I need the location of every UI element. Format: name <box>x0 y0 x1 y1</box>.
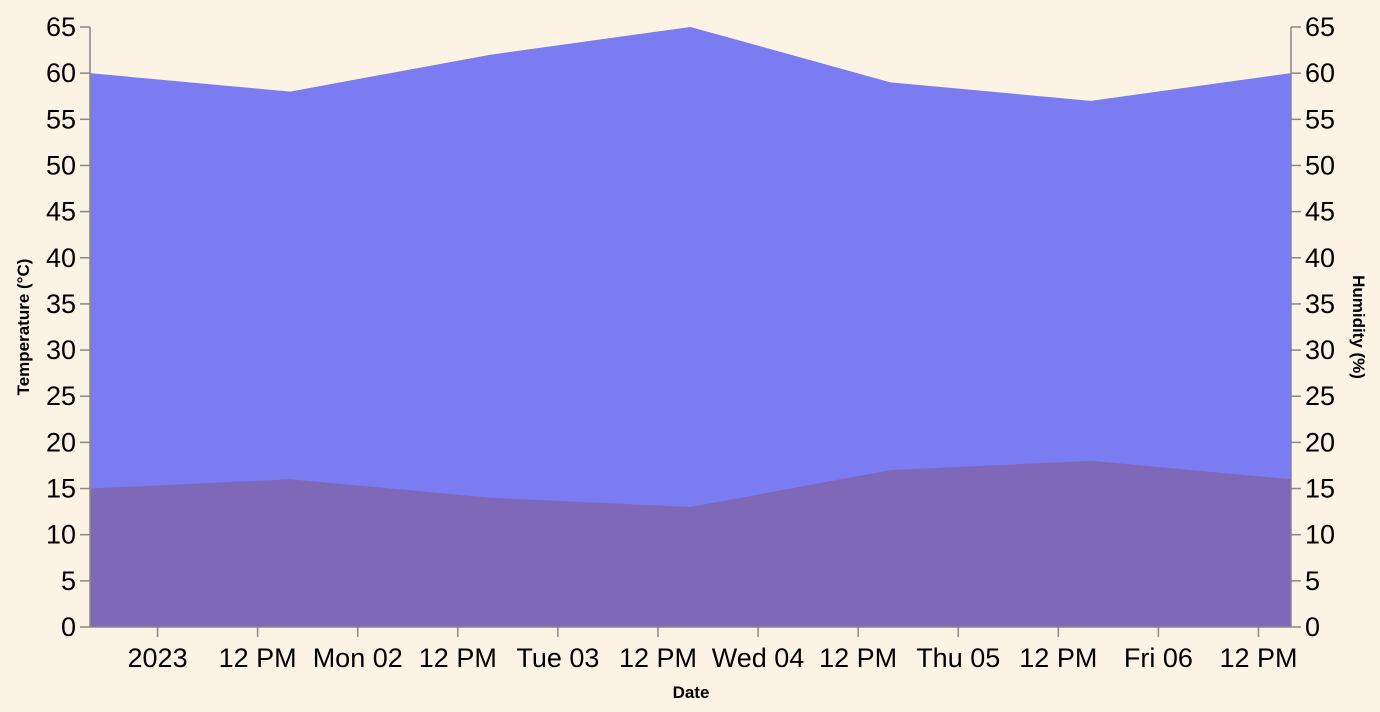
right-tick-label: 0 <box>1305 612 1320 642</box>
left-tick-label: 10 <box>46 520 76 550</box>
left-tick-label: 40 <box>46 243 76 273</box>
right-tick-label: 15 <box>1305 474 1335 504</box>
right-tick-label: 5 <box>1305 566 1320 596</box>
right-axis-title: Humidity (%) <box>1349 275 1368 379</box>
left-tick-label: 45 <box>46 197 76 227</box>
right-tick-label: 40 <box>1305 243 1335 273</box>
right-tick-label: 65 <box>1305 12 1335 42</box>
left-tick-label: 50 <box>46 150 76 180</box>
right-tick-label: 30 <box>1305 335 1335 365</box>
right-tick-label: 45 <box>1305 197 1335 227</box>
left-tick-label: 20 <box>46 427 76 457</box>
x-axis-title: Date <box>673 683 710 702</box>
left-tick-label: 65 <box>46 12 76 42</box>
left-tick-label: 5 <box>61 566 76 596</box>
right-tick-label: 10 <box>1305 520 1335 550</box>
left-tick-label: 0 <box>61 612 76 642</box>
left-tick-label: 30 <box>46 335 76 365</box>
left-tick-label: 15 <box>46 474 76 504</box>
left-tick-label: 35 <box>46 289 76 319</box>
x-tick-label: 12 PM <box>819 643 897 673</box>
x-tick-label: 12 PM <box>619 643 697 673</box>
left-axis-title: Temperature (°C) <box>14 259 33 396</box>
right-tick-label: 25 <box>1305 381 1335 411</box>
x-tick-label: 12 PM <box>219 643 297 673</box>
right-tick-label: 20 <box>1305 427 1335 457</box>
right-tick-label: 35 <box>1305 289 1335 319</box>
area-layer <box>90 27 1291 627</box>
x-tick-label: 12 PM <box>1019 643 1097 673</box>
left-tick-label: 25 <box>46 381 76 411</box>
left-tick-label: 60 <box>46 58 76 88</box>
x-tick-label: Mon 02 <box>313 643 403 673</box>
x-tick-label: 2023 <box>128 643 188 673</box>
right-tick-label: 50 <box>1305 150 1335 180</box>
x-tick-label: Wed 04 <box>712 643 805 673</box>
x-tick-label: Thu 05 <box>916 643 1000 673</box>
x-tick-label: 12 PM <box>1219 643 1297 673</box>
right-tick-label: 55 <box>1305 104 1335 134</box>
left-tick-label: 55 <box>46 104 76 134</box>
right-tick-label: 60 <box>1305 58 1335 88</box>
x-tick-label: 12 PM <box>419 643 497 673</box>
x-tick-label: Fri 06 <box>1124 643 1193 673</box>
x-tick-label: Tue 03 <box>516 643 599 673</box>
